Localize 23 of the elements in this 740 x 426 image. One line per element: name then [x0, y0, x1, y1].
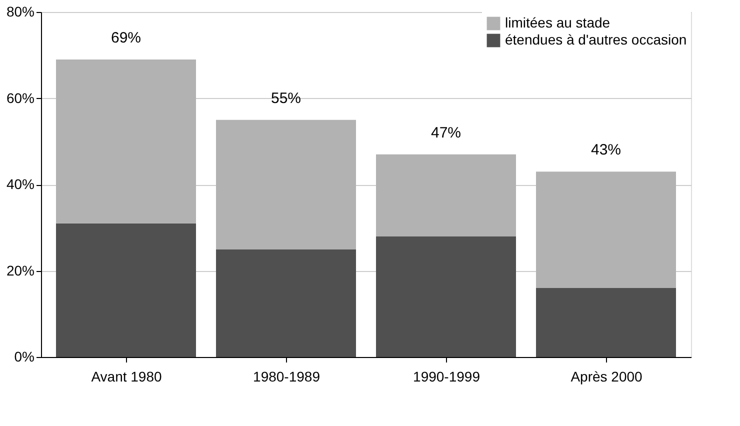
- y-tick-label: 40%: [6, 176, 34, 192]
- legend-label: limitées au stade: [505, 14, 610, 30]
- total-label: 47%: [430, 124, 462, 142]
- x-tick-label: Après 2000: [570, 368, 643, 384]
- bar: [216, 249, 356, 357]
- legend-label: étendues à d'autres occasion: [505, 32, 687, 48]
- y-tick-label: 60%: [6, 90, 34, 106]
- bar: [56, 223, 196, 357]
- bar: [56, 59, 196, 224]
- bar: [376, 154, 516, 236]
- x-tick-label: 1980-1989: [253, 368, 320, 384]
- x-tick-label: Avant 1980: [91, 368, 162, 384]
- total-label: 69%: [110, 29, 142, 46]
- bar: [536, 172, 676, 288]
- total-label: 55%: [270, 90, 302, 107]
- y-tick-label: 80%: [6, 4, 34, 20]
- x-tick-label: 1990-1999: [413, 368, 480, 384]
- bar: [216, 120, 356, 250]
- bar: [536, 288, 676, 357]
- y-tick-label: 0%: [14, 348, 34, 364]
- bar: [376, 236, 516, 357]
- total-label: 43%: [590, 142, 622, 159]
- y-tick-label: 20%: [6, 262, 34, 278]
